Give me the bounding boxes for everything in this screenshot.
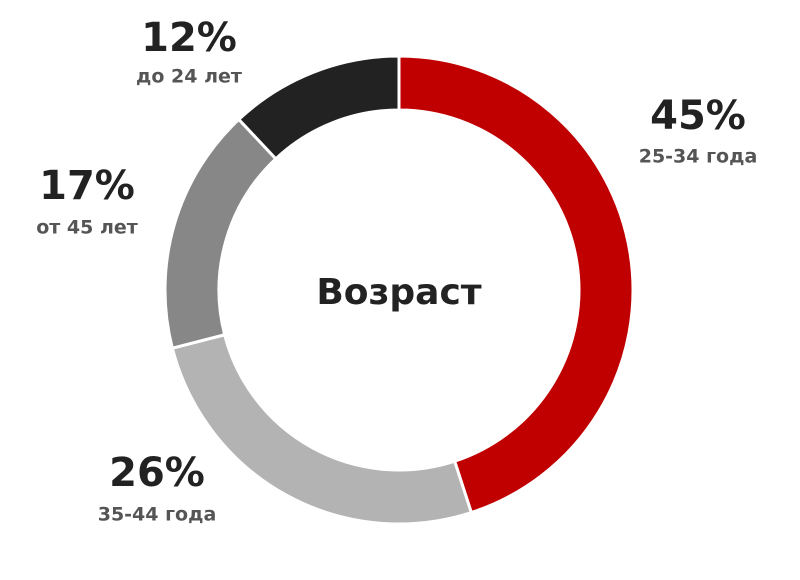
category-label: 25-34 года [639,146,758,168]
donut-segment [236,54,401,161]
donut-segment [170,332,474,526]
value-label: 12% [141,15,237,61]
value-label: 26% [109,450,205,496]
value-label: 17% [39,163,135,209]
center-label: Возраст [316,272,481,313]
category-label: от 45 лет [36,217,138,239]
donut-segment [397,54,635,515]
category-label: до 24 лет [136,66,242,88]
donut-segment [163,117,278,351]
value-label: 45% [650,93,746,139]
category-label: 35-44 года [98,504,217,526]
